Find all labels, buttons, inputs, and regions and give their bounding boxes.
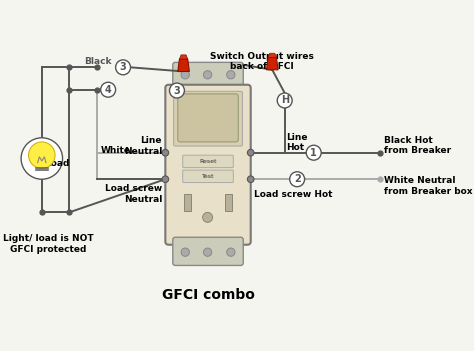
Circle shape [28, 142, 55, 168]
Text: Black: Black [84, 57, 111, 66]
Circle shape [247, 150, 254, 156]
Polygon shape [268, 53, 276, 57]
Text: Line
Hot: Line Hot [286, 133, 308, 152]
FancyBboxPatch shape [178, 94, 238, 142]
Text: GFCI combo: GFCI combo [162, 288, 255, 302]
Circle shape [203, 248, 212, 256]
Text: H: H [281, 95, 289, 106]
Text: 3: 3 [173, 86, 180, 95]
Text: 2: 2 [294, 174, 301, 184]
Circle shape [100, 82, 116, 97]
FancyBboxPatch shape [165, 85, 251, 245]
FancyBboxPatch shape [183, 155, 233, 168]
Text: Black Hot
from Breaker: Black Hot from Breaker [384, 135, 451, 155]
FancyBboxPatch shape [173, 91, 242, 146]
Text: Light/ load is NOT
GFCI protected: Light/ load is NOT GFCI protected [3, 234, 94, 253]
Circle shape [227, 248, 235, 256]
FancyBboxPatch shape [173, 237, 243, 265]
Circle shape [203, 71, 212, 79]
Text: White: White [100, 146, 131, 155]
Circle shape [181, 248, 190, 256]
Circle shape [116, 60, 130, 75]
Polygon shape [266, 57, 278, 70]
Polygon shape [180, 55, 188, 59]
Text: Load screw Hot: Load screw Hot [254, 190, 333, 199]
Circle shape [227, 71, 235, 79]
Circle shape [162, 150, 169, 156]
Text: Switch Output wires
back of GFCI: Switch Output wires back of GFCI [210, 52, 314, 71]
Circle shape [203, 212, 213, 222]
Circle shape [247, 176, 254, 183]
Circle shape [277, 93, 292, 108]
Text: 3: 3 [120, 62, 127, 72]
Text: 4: 4 [105, 85, 111, 95]
Text: White Neutral
from Breaker box: White Neutral from Breaker box [384, 176, 473, 196]
Circle shape [306, 145, 321, 160]
Circle shape [290, 172, 305, 187]
Text: Load: Load [45, 159, 70, 168]
Text: Line
Neutral: Line Neutral [124, 137, 162, 156]
Text: 1: 1 [310, 148, 317, 158]
Circle shape [162, 176, 169, 183]
Polygon shape [178, 59, 190, 72]
Text: Load screw
Neutral: Load screw Neutral [105, 185, 162, 204]
Bar [225, 194, 232, 211]
Text: Reset: Reset [199, 159, 217, 164]
FancyBboxPatch shape [173, 62, 243, 92]
Circle shape [21, 138, 63, 179]
Text: Test: Test [202, 174, 214, 179]
Circle shape [181, 71, 190, 79]
FancyBboxPatch shape [183, 170, 233, 183]
Bar [183, 194, 191, 211]
Circle shape [170, 83, 184, 98]
